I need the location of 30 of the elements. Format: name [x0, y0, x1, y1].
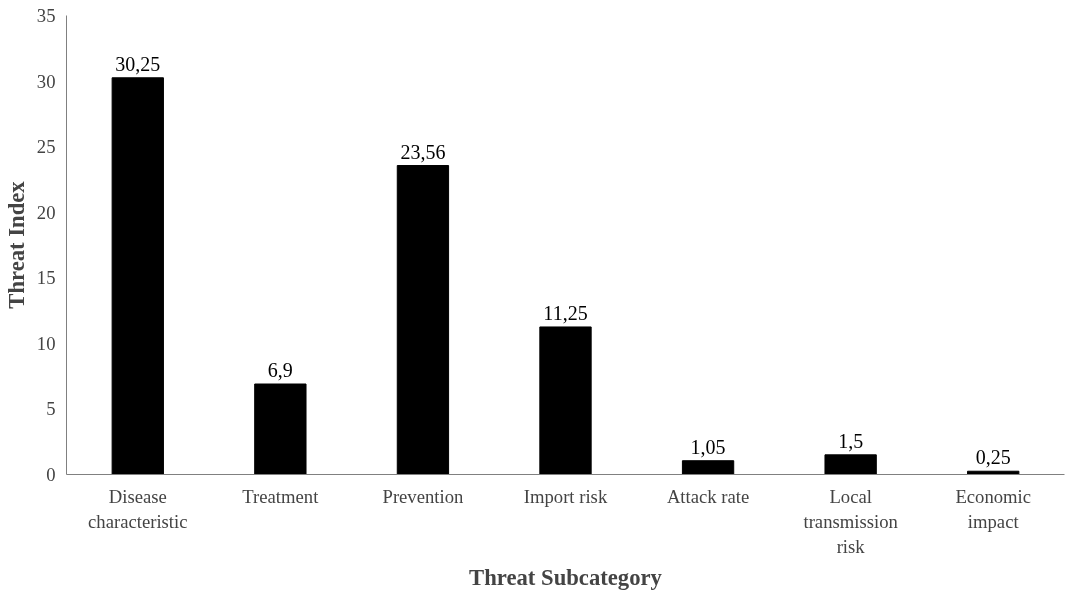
x-tick-label: Local transmission risk: [803, 485, 899, 557]
y-tick-label: 30: [36, 70, 56, 92]
x-tick-label: Import risk: [523, 485, 608, 507]
y-tick-label: 35: [36, 5, 56, 26]
bar: [254, 383, 307, 475]
bar: [681, 460, 735, 475]
data-label: 1,5: [838, 429, 864, 452]
data-label: 0,25: [975, 446, 1011, 469]
y-tick-label: 25: [36, 136, 56, 158]
x-tick-label: Treatment: [242, 485, 320, 507]
data-label: 1,05: [690, 435, 726, 458]
y-tick-label: 20: [36, 201, 56, 223]
x-tick-label: Prevention: [382, 485, 465, 507]
x-tick-label: Attack rate: [666, 485, 750, 507]
data-label: 23,56: [400, 140, 446, 163]
y-tick-label: 10: [36, 332, 56, 354]
x-tick-label: Disease characteristic: [88, 485, 188, 532]
bar: [396, 165, 450, 475]
x-axis-title: Threat Subcategory: [469, 564, 663, 590]
data-label: 30,25: [115, 52, 161, 75]
bar: [111, 77, 164, 475]
bar: [824, 454, 877, 475]
data-label: 11,25: [543, 301, 588, 324]
y-axis-title: Threat Index: [3, 180, 29, 309]
y-tick-label: 5: [46, 398, 56, 420]
bar: [539, 326, 592, 475]
x-tick-label: Economic impact: [955, 485, 1032, 532]
y-tick-label: 0: [46, 464, 56, 485]
y-tick-label: 15: [36, 267, 56, 289]
data-label: 6,9: [267, 359, 293, 382]
